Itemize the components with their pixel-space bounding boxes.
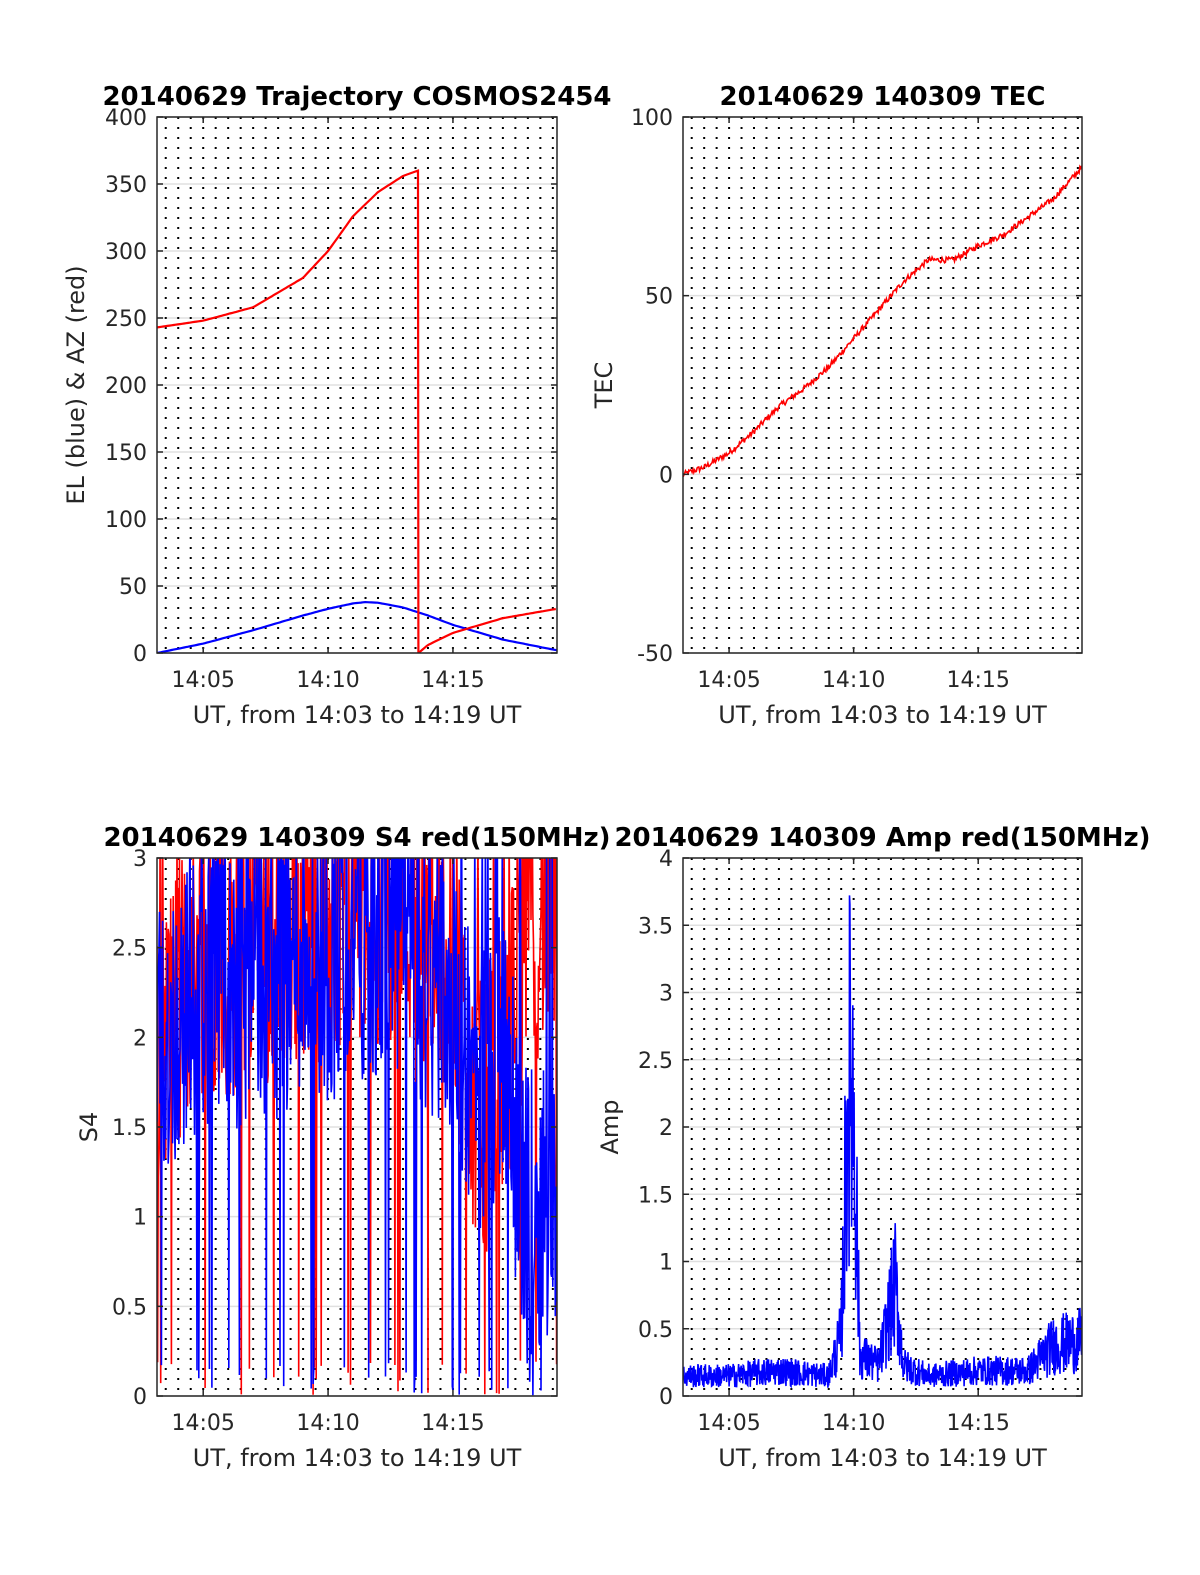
x-tick-label: 14:05 — [697, 1411, 760, 1436]
chart-panel-2: -50 0 50 100 14:05 14:10 14:15 20140629 140309 … — [590, 82, 1083, 729]
x-tick-label: 14:15 — [421, 668, 484, 693]
plot-area — [683, 117, 1082, 653]
x-tick-label: 14:15 — [421, 1411, 484, 1436]
y-tick-label: 3 — [133, 847, 147, 872]
chart-panel-3: 0 0.5 1 1.5 2 2.5 3 14:05 14:10 14:15 20140629 140… — [75, 823, 611, 1472]
y-axis-label: TEC — [590, 362, 618, 410]
y-tick-label: 2.5 — [112, 937, 147, 962]
x-axis-label: UT, from 14:03 to 14:19 UT — [193, 701, 522, 729]
x-tick-label: 14:15 — [946, 668, 1009, 693]
series-layer — [157, 169, 557, 653]
y-tick-label: 3.5 — [638, 914, 673, 939]
y-tick-label: 1 — [659, 1251, 673, 1276]
y-tick-label: 2 — [133, 1026, 147, 1051]
y-tick-label: 2 — [659, 1116, 673, 1141]
y-axis-label: S4 — [75, 1112, 103, 1143]
series-s4-blue-line — [157, 858, 557, 1396]
y-tick-label: 0.5 — [112, 1295, 147, 1320]
y-tick-label: -50 — [637, 642, 673, 667]
series-layer — [157, 858, 557, 1396]
y-tick-label: 100 — [105, 508, 147, 533]
y-tick-label: 1.5 — [638, 1183, 673, 1208]
y-tick-label: 0 — [133, 1385, 147, 1410]
chart-panel-1: 0 50 100 150 200 250 300 350 400 14:05 14:10 14:15 2… — [62, 82, 612, 729]
y-tick-label: 2.5 — [638, 1049, 673, 1074]
series-tec-line — [683, 164, 1082, 478]
y-tick-label: 4 — [659, 847, 673, 872]
chart-title: 20140629 140309 TEC — [720, 82, 1046, 112]
y-tick-label: 150 — [105, 441, 147, 466]
y-axis-label: Amp — [596, 1099, 624, 1154]
series-el-line — [157, 600, 557, 653]
x-tick-label: 14:05 — [697, 668, 760, 693]
series-az-line — [157, 169, 557, 653]
y-tick-label: 200 — [105, 374, 147, 399]
y-tick-label: 300 — [105, 240, 147, 265]
series-layer — [683, 164, 1082, 478]
y-tick-label: 0 — [659, 463, 673, 488]
y-tick-label: 0 — [659, 1385, 673, 1410]
series-amp-line — [683, 895, 1082, 1389]
y-tick-label: 0 — [133, 642, 147, 667]
chart-panel-4: 0 0.5 1 1.5 2 2.5 3 3.5 4 14:05 14:10 14:15 20140629… — [596, 823, 1151, 1472]
x-tick-label: 14:10 — [296, 668, 359, 693]
chart-title: 20140629 Trajectory COSMOS2454 — [102, 82, 611, 112]
x-tick-label: 14:10 — [822, 668, 885, 693]
y-tick-label: 250 — [105, 307, 147, 332]
y-tick-label: 3 — [659, 982, 673, 1007]
y-axis-label: EL (blue) & AZ (red) — [62, 265, 90, 504]
x-axis-label: UT, from 14:03 to 14:19 UT — [718, 701, 1047, 729]
y-tick-label: 50 — [119, 575, 147, 600]
y-tick-label: 400 — [105, 106, 147, 131]
x-axis-label: UT, from 14:03 to 14:19 UT — [718, 1444, 1047, 1472]
y-tick-label: 1.5 — [112, 1116, 147, 1141]
axes-frame — [682, 116, 1083, 654]
x-tick-label: 14:05 — [171, 668, 234, 693]
y-tick-label: 350 — [105, 173, 147, 198]
y-tick-label: 50 — [645, 285, 673, 310]
x-tick-label: 14:15 — [946, 1411, 1009, 1436]
y-tick-label: 100 — [631, 106, 673, 131]
x-tick-label: 14:10 — [822, 1411, 885, 1436]
y-tick-label: 0.5 — [638, 1318, 673, 1343]
chart-title: 20140629 140309 Amp red(150MHz) — [614, 823, 1150, 853]
x-tick-label: 14:05 — [171, 1411, 234, 1436]
x-axis-label: UT, from 14:03 to 14:19 UT — [193, 1444, 522, 1472]
y-tick-label: 1 — [133, 1206, 147, 1231]
chart-title: 20140629 140309 S4 red(150MHz) — [103, 823, 610, 853]
series-layer — [683, 895, 1082, 1389]
x-tick-label: 14:10 — [296, 1411, 359, 1436]
